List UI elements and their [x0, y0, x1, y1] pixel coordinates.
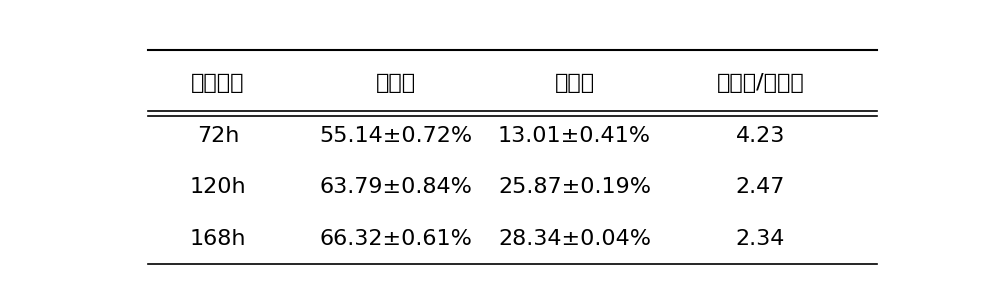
- Text: 实验组/对照组: 实验组/对照组: [717, 73, 804, 93]
- Text: 55.14±0.72%: 55.14±0.72%: [320, 126, 473, 146]
- Text: 实验组: 实验组: [376, 73, 416, 93]
- Text: 4.23: 4.23: [736, 126, 785, 146]
- Text: 168h: 168h: [190, 229, 246, 249]
- Text: 对照组: 对照组: [554, 73, 595, 93]
- Text: 72h: 72h: [197, 126, 239, 146]
- Text: 120h: 120h: [190, 177, 246, 198]
- Text: 2.34: 2.34: [736, 229, 785, 249]
- Text: 2.47: 2.47: [736, 177, 785, 198]
- Text: 28.34±0.04%: 28.34±0.04%: [498, 229, 651, 249]
- Text: 13.01±0.41%: 13.01±0.41%: [498, 126, 651, 146]
- Text: 66.32±0.61%: 66.32±0.61%: [320, 229, 473, 249]
- Text: 63.79±0.84%: 63.79±0.84%: [320, 177, 473, 198]
- Text: 反应时长: 反应时长: [191, 73, 245, 93]
- Text: 25.87±0.19%: 25.87±0.19%: [498, 177, 651, 198]
